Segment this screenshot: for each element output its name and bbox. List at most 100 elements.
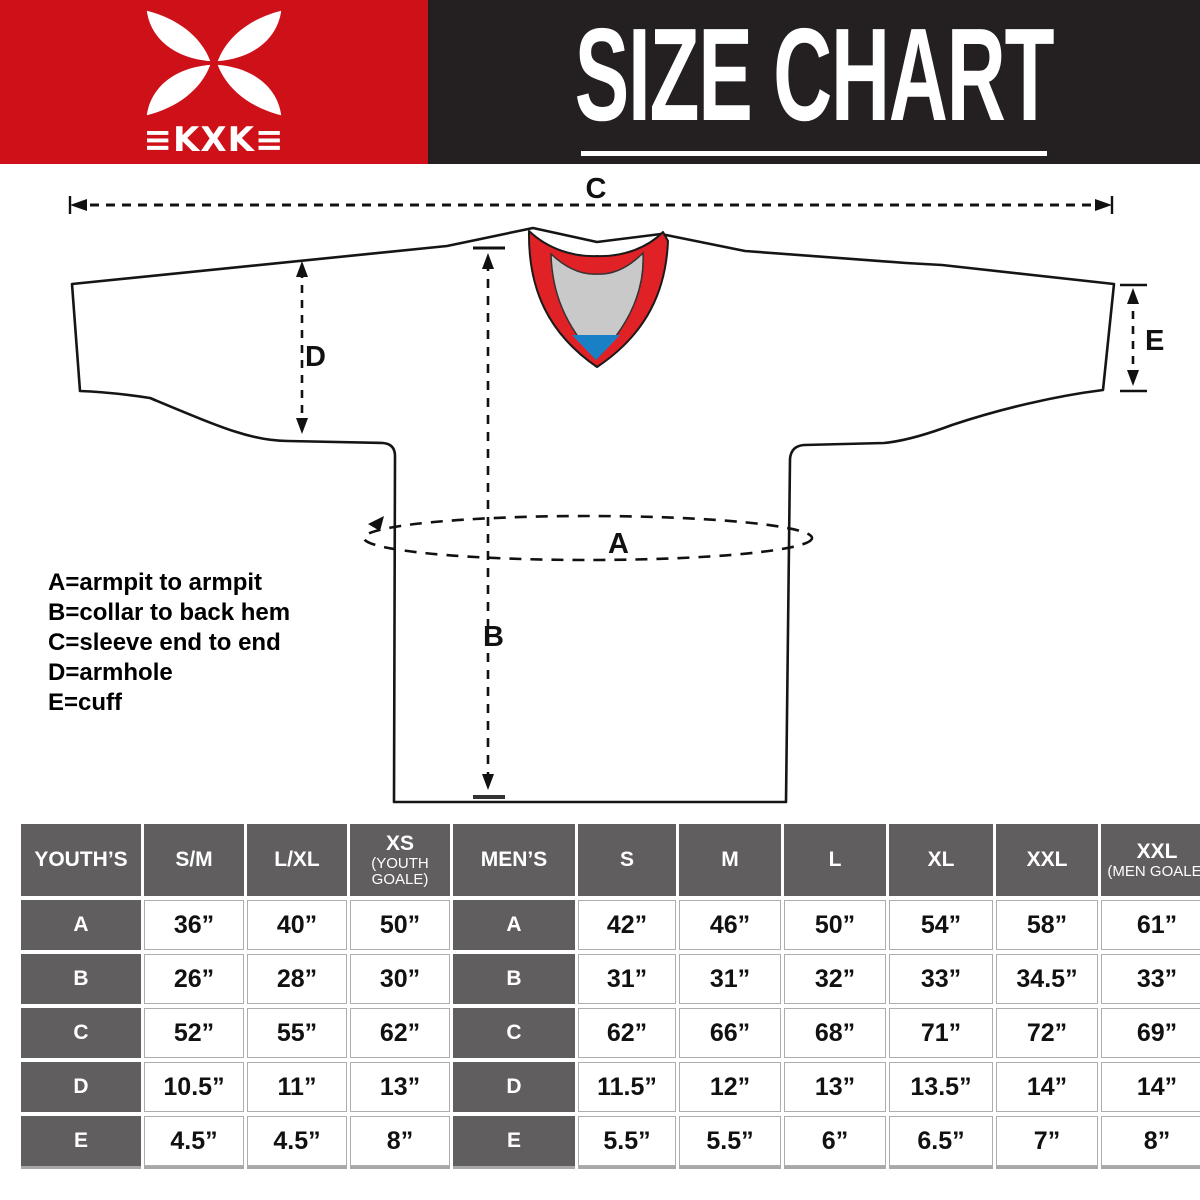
table-row: C 52” 55” 62” C 62” 66” 68” 71” 72” 69”: [21, 1008, 1200, 1058]
size-cell: 36”: [144, 900, 244, 950]
row-label: E: [453, 1116, 575, 1166]
b-arrowhead-top: [482, 253, 494, 269]
size-cell: 46”: [679, 900, 781, 950]
header-cell-youth-goalie: XS (YOUTH GOALE): [350, 824, 450, 896]
brand-panel: ≡KXK≡: [0, 0, 428, 164]
size-cell: 34.5”: [996, 954, 1098, 1004]
e-arrowhead-top: [1127, 288, 1139, 304]
size-cell: 6.5”: [889, 1116, 993, 1166]
row-label: C: [21, 1008, 141, 1058]
size-cell: 58”: [996, 900, 1098, 950]
size-cell: 11.5”: [578, 1062, 676, 1112]
size-cell: 31”: [578, 954, 676, 1004]
row-label: C: [453, 1008, 575, 1058]
e-arrowhead-bottom: [1127, 370, 1139, 386]
label-b: B: [483, 621, 504, 653]
row-label: B: [453, 954, 575, 1004]
size-cell: 8”: [1101, 1116, 1200, 1166]
size-cell: 68”: [784, 1008, 886, 1058]
header-cell: XXL: [996, 824, 1098, 896]
size-cell: 10.5”: [144, 1062, 244, 1112]
row-label: E: [21, 1116, 141, 1166]
c-arrowhead-right: [1095, 199, 1112, 211]
size-cell: 50”: [350, 900, 450, 950]
size-cell: 26”: [144, 954, 244, 1004]
header-cell-men: MEN’S: [453, 824, 575, 896]
size-cell: 6”: [784, 1116, 886, 1166]
size-cell: 30”: [350, 954, 450, 1004]
size-cell: 62”: [350, 1008, 450, 1058]
size-cell: 54”: [889, 900, 993, 950]
table-row: B 26” 28” 30” B 31” 31” 32” 33” 34.5” 33…: [21, 954, 1200, 1004]
size-cell: 8”: [350, 1116, 450, 1166]
header-cell-men-goalie: XXL (MEN GOALE): [1101, 824, 1200, 896]
legend-line: E=cuff: [48, 689, 123, 716]
size-cell: 71”: [889, 1008, 993, 1058]
d-arrowhead-bottom: [296, 418, 308, 434]
page-title: SIZE CHART: [574, 0, 1055, 148]
header-goalie-sub: (MEN GOALE): [1107, 863, 1200, 881]
b-arrowhead-bottom: [482, 774, 494, 790]
size-cell: 12”: [679, 1062, 781, 1112]
header-cell: S: [578, 824, 676, 896]
size-cell: 40”: [247, 900, 347, 950]
a-arrowhead: [368, 516, 384, 531]
row-label: A: [453, 900, 575, 950]
size-cell: 50”: [784, 900, 886, 950]
title-panel: SIZE CHART: [428, 0, 1200, 164]
header-cell: S/M: [144, 824, 244, 896]
size-cell: 33”: [889, 954, 993, 1004]
size-cell: 4.5”: [144, 1116, 244, 1166]
size-cell: 31”: [679, 954, 781, 1004]
brand-logo-text: ≡KXK≡: [143, 120, 285, 160]
size-cell: 4.5”: [247, 1116, 347, 1166]
jersey-drawing: C D B A E: [68, 173, 1164, 804]
size-cell: 52”: [144, 1008, 244, 1058]
label-a: A: [608, 528, 629, 560]
row-label: A: [21, 900, 141, 950]
header-cell: L: [784, 824, 886, 896]
legend-line: B=collar to back hem: [48, 599, 291, 626]
header-goalie-title: XS: [385, 832, 414, 856]
size-cell: 13”: [784, 1062, 886, 1112]
collar-lace-tip: [572, 335, 620, 360]
size-cell: 61”: [1101, 900, 1200, 950]
size-cell: 69”: [1101, 1008, 1200, 1058]
kxk-logo-icon: [146, 10, 282, 116]
size-cell: 66”: [679, 1008, 781, 1058]
row-label: B: [21, 954, 141, 1004]
size-cell: 7”: [996, 1116, 1098, 1166]
legend-line: A=armpit to armpit: [48, 569, 263, 596]
size-cell: 42”: [578, 900, 676, 950]
size-cell: 13”: [350, 1062, 450, 1112]
header-cell: L/XL: [247, 824, 347, 896]
size-cell: 5.5”: [578, 1116, 676, 1166]
table-row: D 10.5” 11” 13” D 11.5” 12” 13” 13.5” 14…: [21, 1062, 1200, 1112]
title-underline: [581, 150, 1047, 156]
size-cell: 72”: [996, 1008, 1098, 1058]
legend-line: D=armhole: [48, 659, 173, 686]
size-cell: 14”: [1101, 1062, 1200, 1112]
header-cell: XL: [889, 824, 993, 896]
header-cell-youth: YOUTH’S: [21, 824, 141, 896]
jersey-diagram: C D B A E A=armpit to: [0, 164, 1200, 820]
size-cell: 55”: [247, 1008, 347, 1058]
size-cell: 11”: [247, 1062, 347, 1112]
header-goalie-sub: (YOUTH GOALE): [371, 855, 429, 889]
size-cell: 14”: [996, 1062, 1098, 1112]
row-label: D: [21, 1062, 141, 1112]
c-arrowhead-left: [70, 199, 87, 211]
header-goalie-title: XXL: [1136, 840, 1178, 864]
row-label: D: [453, 1062, 575, 1112]
size-cell: 13.5”: [889, 1062, 993, 1112]
table-header-row: YOUTH’S S/M L/XL XS (YOUTH GOALE) MEN’S …: [21, 824, 1200, 896]
legend-line: C=sleeve end to end: [48, 629, 281, 656]
table-row: E 4.5” 4.5” 8” E 5.5” 5.5” 6” 6.5” 7” 8”: [21, 1116, 1200, 1166]
label-c: C: [586, 173, 607, 205]
banner: ≡KXK≡ SIZE CHART: [0, 0, 1200, 164]
label-d: D: [305, 341, 326, 373]
label-e: E: [1145, 325, 1164, 357]
size-cell: 62”: [578, 1008, 676, 1058]
measurement-legend: A=armpit to armpit B=collar to back hem …: [48, 568, 290, 718]
